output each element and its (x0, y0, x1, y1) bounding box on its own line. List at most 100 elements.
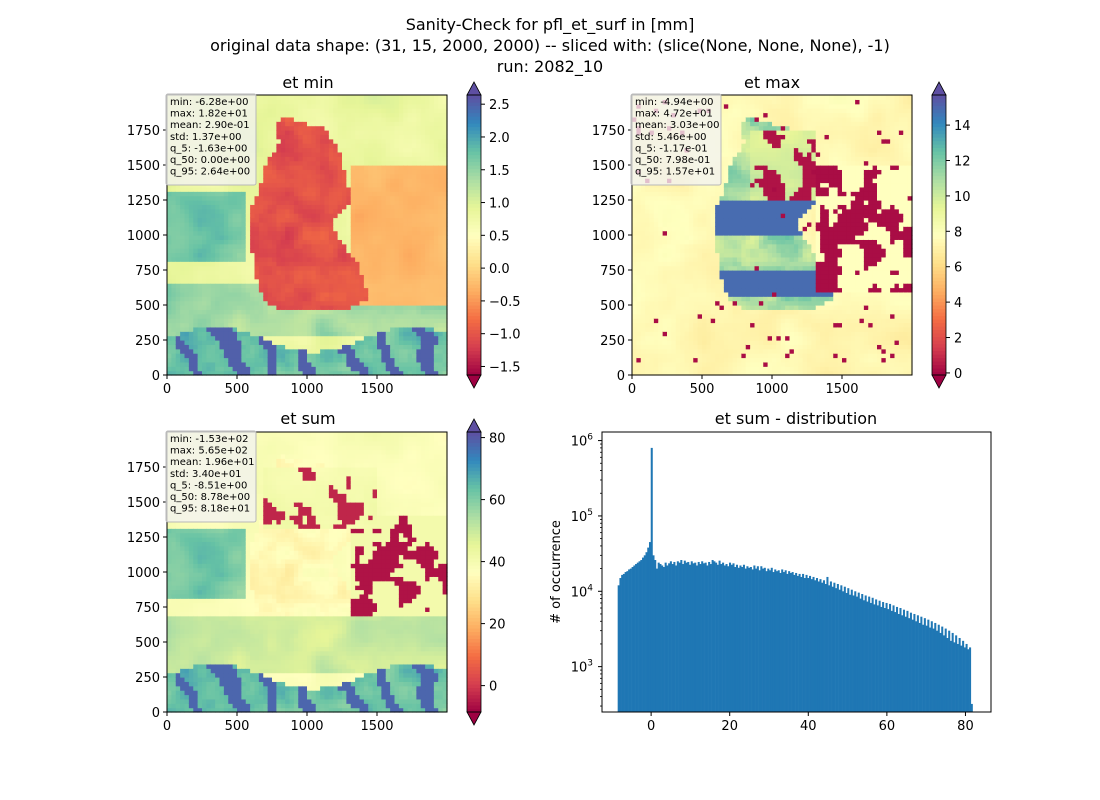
heatmap-cell (337, 309, 343, 315)
heatmap-cell (442, 208, 448, 214)
heatmap-cell (188, 348, 194, 354)
heatmap-cell (658, 335, 664, 341)
heatmap-cell (412, 134, 417, 140)
heatmap-cell (280, 261, 286, 267)
heatmap-cell (272, 130, 277, 135)
heatmap-cell (215, 265, 221, 271)
heatmap-cell (250, 335, 256, 341)
heatmap-cell (206, 331, 212, 337)
heatmap-cell (346, 361, 352, 367)
heatmap-cell (346, 125, 352, 131)
heatmap-cell (662, 283, 668, 289)
heatmap-cell (298, 274, 304, 280)
heatmap-cell (254, 165, 260, 170)
heatmap-cell (645, 230, 651, 236)
heatmap-cell (368, 265, 374, 271)
heatmap-cell (302, 112, 308, 118)
heatmap-cell (662, 208, 668, 214)
heatmap-cell (385, 265, 391, 271)
heatmap-cell (429, 296, 435, 302)
heatmap-cell (263, 344, 269, 350)
heatmap-cell (390, 143, 396, 149)
colorbar-segment (467, 284, 481, 289)
heatmap-cell (320, 274, 326, 280)
heatmap-cell (267, 186, 273, 192)
heatmap-cell (390, 121, 396, 127)
heatmap-cell (167, 208, 172, 214)
heatmap-cell (241, 335, 247, 341)
heatmap-cell (667, 331, 672, 337)
heatmap-cell (302, 125, 308, 131)
heatmap-cell (346, 344, 352, 350)
colorbar-segment (467, 175, 481, 180)
heatmap-cell (293, 108, 299, 114)
heatmap-cell (276, 125, 282, 131)
heatmap-cell (311, 134, 317, 140)
heatmap-cell (298, 296, 304, 302)
heatmap-cell (407, 116, 413, 122)
heatmap-cell (215, 287, 221, 293)
heatmap-cell (381, 322, 387, 328)
heatmap-cell (394, 95, 400, 100)
heatmap-cell (311, 204, 317, 210)
heatmap-cell (337, 186, 343, 192)
heatmap-cell (359, 287, 365, 293)
heatmap-cell (215, 204, 221, 210)
heatmap-cell (355, 186, 361, 192)
heatmap-cell (311, 296, 317, 302)
heatmap-cell (302, 291, 308, 297)
heatmap-cell (442, 353, 448, 359)
heatmap-cell (184, 370, 190, 376)
y-tick-label: 500 (135, 299, 160, 314)
heatmap-cell (377, 261, 382, 267)
heatmap-cell (403, 195, 409, 201)
heatmap-cell (653, 248, 659, 254)
heatmap-cell (416, 309, 422, 315)
heatmap-cell (175, 217, 181, 223)
heatmap-cell (215, 291, 221, 297)
heatmap-cell (346, 160, 352, 166)
heatmap-cell (285, 291, 291, 297)
heatmap-cell (680, 344, 686, 350)
heatmap-cell (293, 125, 299, 131)
heatmap-cell (267, 265, 273, 271)
heatmap-cell (429, 156, 435, 162)
heatmap-cell (188, 326, 194, 332)
heatmap-cell (280, 195, 286, 201)
heatmap-cell (320, 230, 326, 236)
heatmap-cell (197, 256, 203, 262)
heatmap-cell (385, 143, 391, 149)
heatmap-cell (267, 353, 273, 359)
heatmap-cell (333, 300, 339, 306)
heatmap-cell (385, 156, 391, 162)
heatmap-cell (671, 226, 677, 232)
heatmap-cell (429, 178, 435, 184)
heatmap-cell (385, 182, 391, 188)
heatmap-cell (180, 278, 186, 284)
heatmap-cell (197, 291, 203, 297)
heatmap-cell (342, 239, 347, 245)
heatmap-cell (394, 361, 400, 367)
heatmap-cell (285, 112, 291, 118)
heatmap-cell (293, 361, 299, 367)
heatmap-cell (355, 256, 361, 262)
heatmap-cell (223, 283, 229, 289)
heatmap-cell (671, 239, 677, 245)
colorbar-segment (467, 140, 481, 145)
heatmap-cell (293, 226, 299, 232)
heatmap-cell (363, 274, 369, 280)
heatmap-cell (202, 340, 207, 345)
heatmap-cell (254, 217, 260, 223)
heatmap-cell (394, 256, 400, 262)
heatmap-cell (359, 270, 365, 275)
heatmap-cell (425, 348, 431, 354)
heatmap-cell (403, 230, 409, 236)
heatmap-cell (180, 353, 186, 359)
heatmap-cell (267, 116, 273, 122)
heatmap-cell (420, 305, 426, 310)
heatmap-cell (280, 270, 286, 275)
heatmap-cell (355, 147, 361, 153)
heatmap-cell (433, 108, 439, 114)
heatmap-cell (407, 121, 413, 127)
heatmap-cell (302, 191, 308, 197)
